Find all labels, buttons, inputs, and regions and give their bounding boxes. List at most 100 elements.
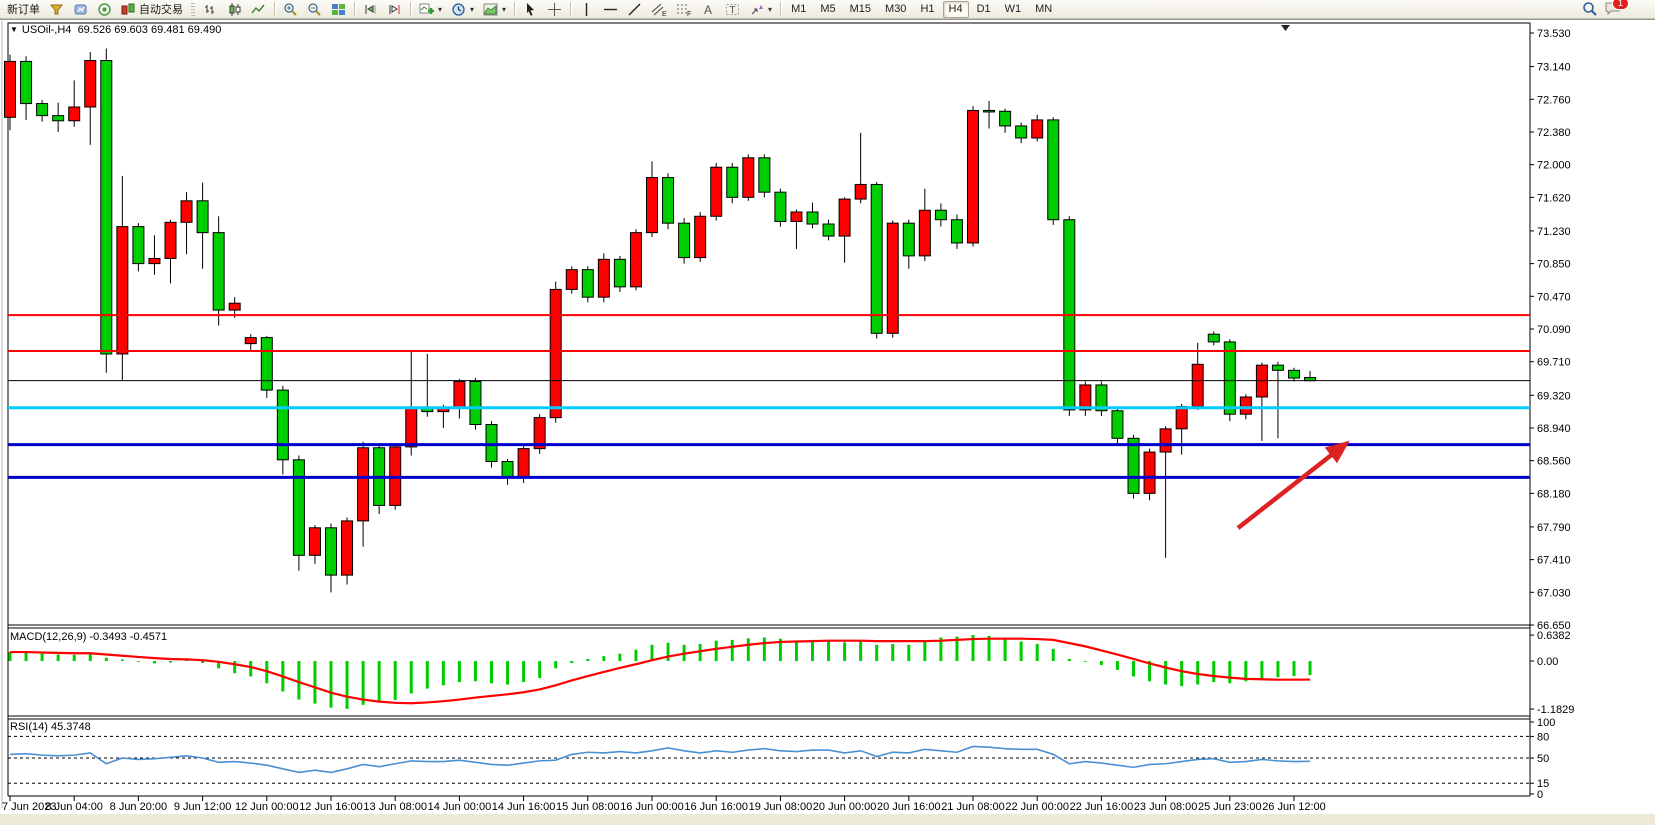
templates-button[interactable]: ▾	[479, 0, 510, 19]
toolbar-separator	[514, 2, 516, 16]
candle-body	[967, 109, 979, 244]
candle-body	[870, 183, 883, 334]
time-axis-label: 16 Jun 00:00	[620, 801, 684, 813]
timeframe-D1[interactable]: D1	[976, 2, 991, 15]
indicators-button[interactable]: ▾	[415, 0, 446, 19]
zoom-out-button[interactable]	[303, 0, 326, 19]
candle-body	[341, 520, 354, 576]
new-order-button[interactable]: 新订单	[3, 0, 44, 19]
crosshair-tool-button[interactable]	[543, 0, 566, 19]
candle-body	[501, 461, 514, 478]
text-tool-button[interactable]: A	[697, 0, 720, 19]
candle-body	[84, 60, 97, 108]
zoom-in-button[interactable]	[279, 0, 302, 19]
arrows-tool-button[interactable]: ▾	[745, 0, 776, 19]
price-tick-label: 71.620	[1537, 192, 1571, 204]
signals-button[interactable]	[93, 0, 116, 19]
mql-wizard-button[interactable]	[45, 0, 68, 19]
candle-body	[485, 424, 498, 463]
timeframe-H1[interactable]: H1	[920, 2, 935, 15]
search-icon[interactable]	[1582, 1, 1598, 17]
line-chart-button[interactable]	[247, 0, 270, 19]
line-chart-icon	[251, 4, 265, 13]
candle-body	[662, 177, 675, 224]
chart-title: ▼ USOil-,H4 69.526 69.603 69.481 69.490	[10, 24, 221, 36]
candle-body	[164, 221, 177, 259]
price-tick-label: 69.710	[1537, 357, 1571, 369]
toolbar-separator	[354, 2, 355, 16]
timeframe-MN[interactable]: MN	[1035, 2, 1053, 15]
candle-body	[694, 215, 707, 259]
time-axis-label: 14 Jun 16:00	[492, 801, 556, 813]
time-axis-label: 12 Jun 16:00	[299, 801, 363, 813]
time-axis-label: 22 Jun 00:00	[1005, 801, 1069, 813]
price-tick-label: 73.530	[1537, 28, 1571, 40]
horizontal-line-tool-button[interactable]	[599, 0, 622, 19]
annotation-arrow[interactable]	[1236, 440, 1350, 530]
candle-body	[228, 302, 241, 311]
time-axis-label: 9 Jun 12:00	[174, 801, 232, 813]
candle-body	[1111, 410, 1124, 439]
notifications-button[interactable]: 1	[1604, 0, 1629, 17]
macd-scale-label: -1.1829	[1537, 704, 1574, 716]
chart-menu-arrow-icon[interactable]: ▼	[10, 25, 18, 34]
zoom-in-icon	[284, 2, 297, 16]
horizontal-line-icon	[604, 8, 618, 10]
time-axis-label: 8 Jun 20:00	[110, 801, 168, 813]
auto-scroll-button[interactable]	[383, 0, 406, 19]
equidistant-channel-tool-button[interactable]: E	[647, 0, 671, 19]
fibonacci-tool-button[interactable]: F	[672, 0, 696, 19]
macd-scale-label: 0.6382	[1537, 630, 1571, 642]
candle-body	[244, 337, 257, 345]
timeframe-M15[interactable]: M15	[849, 2, 872, 15]
publish-button[interactable]	[69, 0, 92, 19]
periods-button[interactable]: ▾	[447, 0, 478, 19]
candle-body	[517, 448, 530, 478]
candle-body	[549, 288, 562, 419]
rsi-line	[9, 745, 1311, 774]
svg-text:E: E	[662, 11, 667, 17]
text-label-tool-button[interactable]: T	[721, 0, 744, 19]
candle-body	[1223, 341, 1236, 415]
timeframe-H4[interactable]: H4	[942, 0, 969, 18]
equidistant-channel-icon: E	[651, 3, 667, 17]
crosshair-icon	[548, 2, 562, 16]
dropdown-caret-icon: ▾	[768, 4, 773, 14]
candle-body	[1191, 363, 1204, 407]
candle-body	[1015, 125, 1028, 139]
chart-shift-marker-icon	[1281, 25, 1290, 31]
chart-canvas[interactable]: 73.530 73.140 72.760 72.380 72.000 71.620 71.2…	[0, 20, 1655, 814]
candle-body	[1159, 428, 1172, 453]
timeframe-W1[interactable]: W1	[1004, 2, 1022, 15]
cursor-tool-button[interactable]	[519, 0, 542, 19]
timeframe-M1[interactable]: M1	[791, 2, 807, 15]
auto-trading-button[interactable]: 自动交易	[117, 0, 187, 19]
time-axis-label: 22 Jun 16:00	[1070, 801, 1134, 813]
timeframe-M30[interactable]: M30	[885, 2, 907, 15]
new-order-label: 新订单	[7, 4, 40, 16]
price-tick-label: 67.790	[1537, 522, 1571, 534]
time-axis-label: 20 Jun 16:00	[877, 801, 941, 813]
time-axis-label: 21 Jun 08:00	[941, 801, 1005, 813]
timeframe-M5[interactable]: M5	[820, 2, 836, 15]
candle-body	[325, 527, 337, 576]
candle-body	[1127, 437, 1140, 494]
chart-title-symbol: USOil-,H4	[21, 24, 72, 36]
candlestick-chart-button[interactable]	[223, 0, 246, 19]
tile-windows-button[interactable]	[327, 0, 350, 19]
candle-body	[308, 527, 321, 556]
bar-chart-button[interactable]	[199, 0, 222, 19]
chart-shift-button[interactable]	[359, 0, 382, 19]
main-toolbar: 新订单 自动交易 ▾ ▾	[0, 0, 1655, 19]
candle-body	[774, 191, 787, 222]
price-tick-label: 66.650	[1537, 620, 1571, 632]
trendline-tool-button[interactable]	[623, 0, 646, 19]
candle-body	[1095, 384, 1108, 412]
text-a-icon: A	[704, 3, 712, 17]
dropdown-caret-icon: ▾	[470, 4, 475, 14]
svg-text:F: F	[687, 11, 691, 17]
dropdown-caret-icon: ▾	[438, 4, 443, 14]
time-axis-label: 16 Jun 16:00	[684, 801, 748, 813]
vertical-line-tool-button[interactable]	[575, 0, 598, 19]
rsi-scale-label: 0	[1537, 789, 1543, 801]
